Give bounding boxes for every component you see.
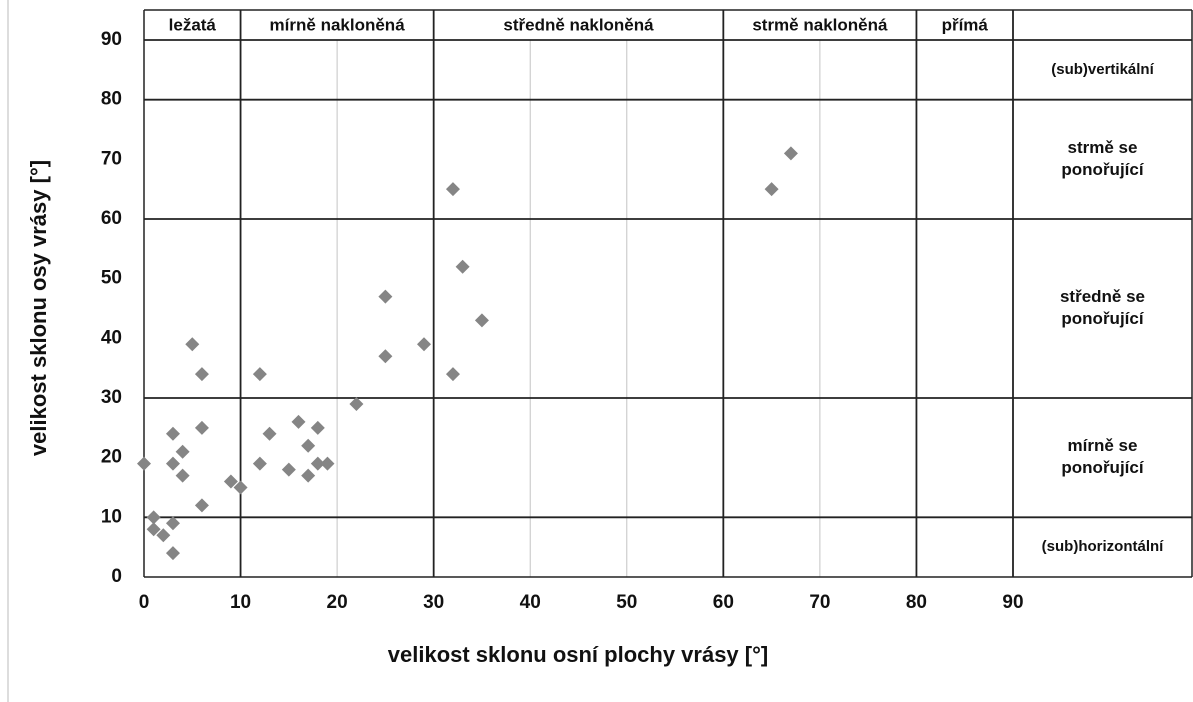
y-tick-label: 30 xyxy=(101,387,122,408)
point xyxy=(233,480,248,495)
x-tick-label: 0 xyxy=(139,592,150,613)
point xyxy=(301,438,316,453)
point xyxy=(783,146,798,161)
point xyxy=(417,337,432,352)
y-zone-label: ponořující xyxy=(1061,160,1144,179)
point xyxy=(185,337,200,352)
point xyxy=(175,468,190,483)
y-tick-label: 60 xyxy=(101,208,122,229)
point xyxy=(165,546,180,561)
y-zone-label: středně se xyxy=(1060,287,1145,306)
x-tick-label: 80 xyxy=(906,592,927,613)
x-tick-label: 70 xyxy=(809,592,830,613)
y-axis-label: velikost sklonu osy vrásy [°] xyxy=(26,160,51,456)
point xyxy=(194,420,209,435)
x-zone-label: středně nakloněná xyxy=(503,15,654,34)
point xyxy=(474,313,489,328)
point xyxy=(310,456,325,471)
y-zone-label: mírně se xyxy=(1068,436,1138,455)
x-zone-label: mírně nakloněná xyxy=(270,15,406,34)
x-zone-label: přímá xyxy=(942,15,989,34)
point xyxy=(349,396,364,411)
point xyxy=(310,420,325,435)
point xyxy=(281,462,296,477)
x-tick-label: 10 xyxy=(230,592,251,613)
point xyxy=(165,456,180,471)
point xyxy=(291,414,306,429)
y-tick-label: 0 xyxy=(111,566,122,587)
x-zone-label: strmě nakloněná xyxy=(752,15,888,34)
x-tick-label: 90 xyxy=(1002,592,1023,613)
point xyxy=(165,426,180,441)
point xyxy=(320,456,335,471)
y-tick-label: 20 xyxy=(101,447,122,468)
y-tick-label: 80 xyxy=(101,89,122,110)
y-tick-label: 90 xyxy=(101,29,122,50)
point xyxy=(445,367,460,382)
point xyxy=(194,367,209,382)
y-zone-label: strmě se xyxy=(1068,138,1138,157)
point xyxy=(764,182,779,197)
x-tick-label: 20 xyxy=(327,592,348,613)
y-zone-label: ponořující xyxy=(1061,458,1144,477)
point xyxy=(445,182,460,197)
point xyxy=(223,474,238,489)
point xyxy=(146,522,161,537)
point xyxy=(378,289,393,304)
point xyxy=(301,468,316,483)
point xyxy=(156,528,171,543)
point xyxy=(146,510,161,525)
y-zone-label: (sub)horizontální xyxy=(1042,538,1164,555)
x-tick-label: 50 xyxy=(616,592,637,613)
x-tick-label: 40 xyxy=(520,592,541,613)
point xyxy=(137,456,151,471)
x-zone-label: ležatá xyxy=(169,15,217,34)
point xyxy=(175,444,190,459)
point xyxy=(455,259,470,274)
y-tick-label: 10 xyxy=(101,506,122,527)
x-axis-label: velikost sklonu osní plochy vrásy [°] xyxy=(388,642,768,667)
y-tick-label: 50 xyxy=(101,268,122,289)
x-tick-label: 60 xyxy=(713,592,734,613)
x-tick-label: 30 xyxy=(423,592,444,613)
point xyxy=(378,349,393,364)
point xyxy=(252,367,267,382)
point xyxy=(262,426,277,441)
y-tick-label: 70 xyxy=(101,148,122,169)
y-zone-label: (sub)vertikální xyxy=(1051,61,1154,78)
point xyxy=(252,456,267,471)
point xyxy=(165,516,180,531)
y-zone-label: ponořující xyxy=(1061,309,1144,328)
point xyxy=(194,498,209,513)
y-tick-label: 40 xyxy=(101,327,122,348)
